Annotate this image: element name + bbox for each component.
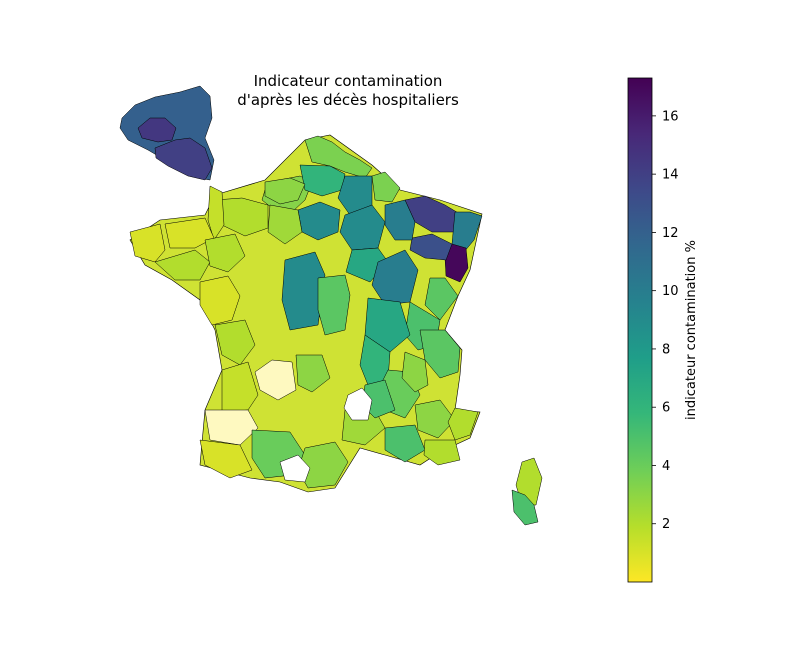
colorbar-tick-label: 2 — [662, 517, 670, 532]
region-loire-atlantique — [199, 275, 241, 326]
region-var — [414, 399, 456, 439]
regions-layer — [119, 85, 543, 526]
map-title-line1: Indicateur contamination — [253, 72, 443, 90]
colorbar-tick-label: 16 — [662, 109, 679, 124]
region-indre — [254, 359, 297, 401]
region-haute-corse — [515, 457, 543, 506]
colorbar-tick-label: 10 — [662, 284, 679, 299]
region-ardennes — [371, 171, 401, 203]
region-vaucluse — [423, 439, 461, 466]
region-pyr-n-es-atlantiques — [199, 439, 253, 479]
region-eure — [267, 204, 303, 245]
colorbar-ticks: 2 4 6 8 10 12 14 16 — [652, 109, 679, 532]
region-gironde — [221, 361, 259, 413]
colorbar-gradient — [627, 77, 653, 583]
region-vosges — [409, 233, 453, 261]
map-title-line2: d'après les décès hospitaliers — [237, 91, 459, 109]
colorbar-tick-label: 12 — [662, 226, 679, 241]
colorbar-tick-label: 6 — [662, 401, 670, 416]
region-meurthe-et-moselle — [384, 199, 416, 241]
region-loiret — [281, 251, 326, 331]
region-seine-maritime — [264, 177, 306, 205]
missing-data-region-1 — [343, 387, 373, 421]
region-landes — [204, 409, 259, 446]
colorbar-tick-label: 14 — [662, 168, 679, 183]
region-nord — [304, 135, 373, 179]
region-manche — [207, 185, 225, 241]
region-haute-savoie — [401, 351, 429, 393]
region-morbihan — [154, 249, 211, 281]
region-vend-e — [214, 319, 256, 366]
colorbar-tick-label: 4 — [662, 459, 670, 474]
map-title: Indicateur contamination d'après les déc… — [188, 72, 508, 110]
region-yonne — [317, 274, 351, 336]
region-doubs — [424, 277, 459, 321]
region-finist-re — [129, 223, 166, 263]
missing-data-region-2 — [279, 454, 311, 483]
colorbar-tick-label: 8 — [662, 342, 670, 357]
region-essonne-inset- — [154, 137, 213, 181]
region-alpes-maritimes — [447, 407, 479, 441]
region-ille-et-vilaine — [204, 233, 246, 273]
region-bouches-du-rh-ne — [384, 424, 426, 463]
region-sa-ne-et-loire — [364, 297, 411, 353]
region-creuse — [295, 354, 331, 393]
region-c-tes-d-armor — [164, 217, 215, 249]
region-paris-inset- — [137, 117, 177, 143]
colorbar-label: indicateur contamination % — [684, 240, 699, 420]
colorbar: 2 4 6 8 10 12 14 16 indicateur contamination % — [627, 77, 699, 583]
region-corse-du-sud — [511, 489, 539, 526]
